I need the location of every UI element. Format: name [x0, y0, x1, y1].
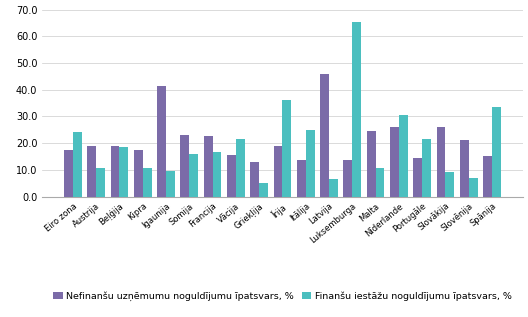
Bar: [190, 154, 198, 197]
Bar: [469, 178, 478, 197]
Bar: [181, 135, 190, 197]
Bar: [96, 169, 105, 197]
Bar: [213, 152, 221, 197]
Bar: [492, 107, 501, 197]
Legend: Nefinanšu uzņēmumu noguldījumu īpatsvars, %, Finanšu iestāžu noguldījumu īpatsva: Nefinanšu uzņēmumu noguldījumu īpatsvars…: [50, 287, 515, 305]
Bar: [134, 150, 143, 197]
Bar: [483, 157, 492, 197]
Bar: [87, 146, 96, 197]
Bar: [274, 146, 282, 197]
Bar: [259, 183, 268, 197]
Bar: [352, 22, 361, 197]
Bar: [111, 146, 119, 197]
Bar: [367, 131, 375, 197]
Bar: [157, 86, 166, 197]
Bar: [446, 172, 454, 197]
Bar: [329, 179, 338, 197]
Bar: [250, 162, 259, 197]
Bar: [143, 169, 152, 197]
Bar: [306, 130, 315, 197]
Bar: [204, 136, 213, 197]
Bar: [73, 133, 82, 197]
Bar: [320, 74, 329, 197]
Bar: [236, 139, 245, 197]
Bar: [437, 127, 446, 197]
Bar: [166, 171, 175, 197]
Bar: [413, 158, 422, 197]
Bar: [422, 139, 431, 197]
Bar: [64, 150, 73, 197]
Bar: [119, 147, 128, 197]
Bar: [344, 160, 352, 197]
Bar: [399, 115, 408, 197]
Bar: [297, 160, 306, 197]
Bar: [282, 100, 291, 197]
Bar: [227, 155, 236, 197]
Bar: [375, 169, 384, 197]
Bar: [460, 140, 469, 197]
Bar: [390, 127, 399, 197]
